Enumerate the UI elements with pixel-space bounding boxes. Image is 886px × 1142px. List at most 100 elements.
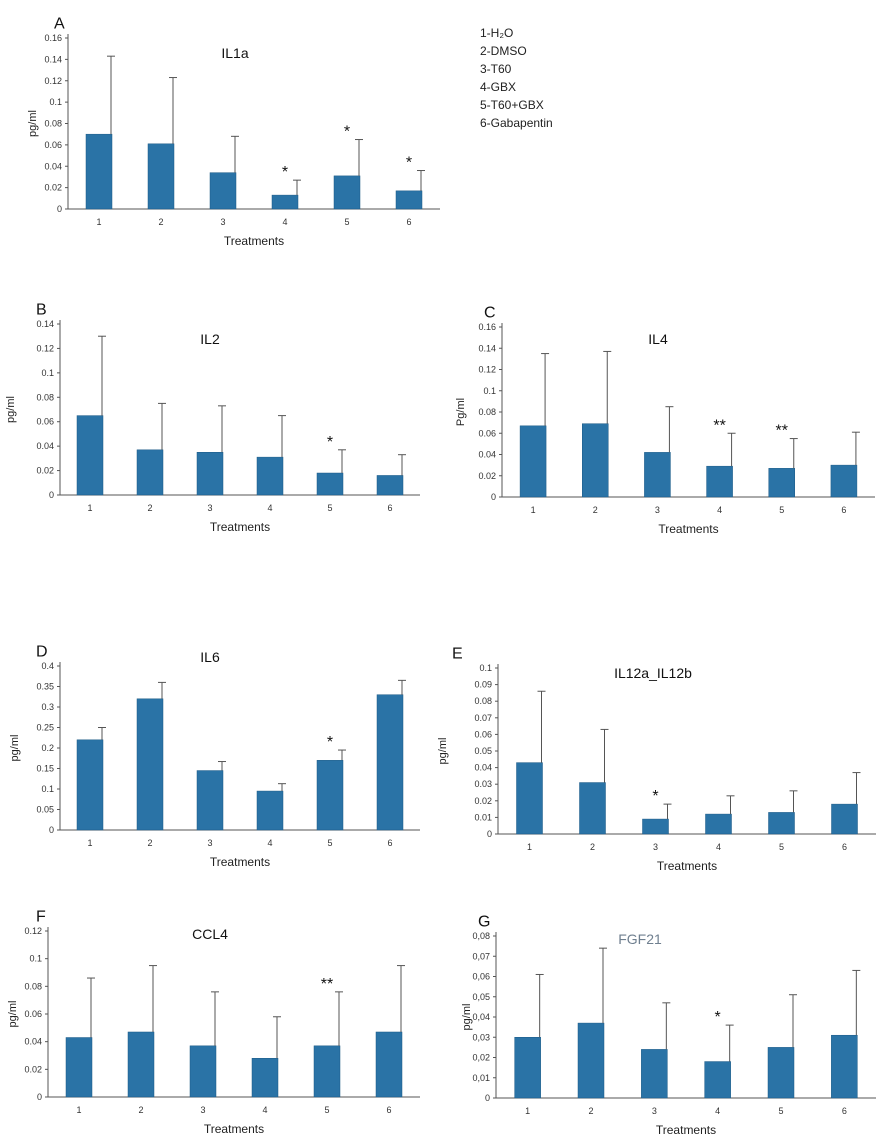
y-tick-label: 0.06 <box>44 140 62 150</box>
y-axis-label: pg/ml <box>461 1004 473 1031</box>
y-axis-label: pg/ml <box>7 1001 19 1028</box>
bar <box>271 194 299 210</box>
y-tick-label: 0.12 <box>478 365 496 375</box>
y-tick-label: 0 <box>485 1093 490 1103</box>
x-tick-label: 2 <box>588 1106 593 1116</box>
y-tick-label: 0,03 <box>472 1032 490 1042</box>
x-tick-label: 6 <box>842 842 847 852</box>
bar <box>831 803 858 835</box>
y-tick-label: 0.02 <box>474 796 492 806</box>
y-tick-label: 0.25 <box>36 723 54 733</box>
y-tick-label: 0,05 <box>472 992 490 1002</box>
x-axis-label: Treatments <box>210 520 270 534</box>
significance-marker: * <box>282 164 288 181</box>
bar <box>830 464 858 498</box>
x-axis-label: Treatments <box>658 522 718 536</box>
treatment-legend: 1-H₂O 2-DMSO 3-T60 4-GBX 5-T60+GBX 6-Gab… <box>480 24 553 132</box>
bar <box>582 423 609 498</box>
chart-title: IL4 <box>648 331 668 347</box>
x-tick-label: 5 <box>327 838 332 848</box>
legend-item: 6-Gabapentin <box>480 116 553 130</box>
y-tick-label: 0.15 <box>36 764 54 774</box>
x-tick-label: 6 <box>841 505 846 515</box>
y-tick-label: 0,07 <box>472 951 490 961</box>
significance-marker: * <box>327 734 333 751</box>
x-tick-label: 2 <box>590 842 595 852</box>
x-tick-label: 5 <box>779 842 784 852</box>
y-tick-label: 0.2 <box>41 743 54 753</box>
x-tick-label: 3 <box>207 838 212 848</box>
bar <box>189 1045 217 1098</box>
chart-title: IL12a_IL12b <box>614 665 692 681</box>
x-tick-label: 4 <box>262 1105 267 1115</box>
bar <box>136 698 164 831</box>
y-tick-label: 0.08 <box>44 119 62 129</box>
y-tick-label: 0,04 <box>472 1012 490 1022</box>
y-tick-label: 0.06 <box>36 417 54 427</box>
bar <box>251 1058 279 1098</box>
bar <box>516 762 543 835</box>
bar <box>376 475 404 496</box>
y-tick-label: 0.04 <box>36 441 54 451</box>
y-tick-label: 0.08 <box>474 696 492 706</box>
x-tick-label: 4 <box>715 1106 720 1116</box>
y-tick-label: 0.06 <box>24 1009 42 1019</box>
y-tick-label: 0.1 <box>41 784 54 794</box>
x-tick-label: 6 <box>386 1105 391 1115</box>
y-tick-label: 0 <box>49 490 54 500</box>
bar <box>85 133 113 210</box>
bar <box>768 468 795 498</box>
x-tick-label: 2 <box>147 838 152 848</box>
y-tick-label: 0.16 <box>44 33 62 43</box>
y-tick-label: 0.08 <box>36 392 54 402</box>
bar <box>136 449 164 496</box>
chart-title: IL2 <box>200 331 220 347</box>
y-tick-label: 0.12 <box>24 926 42 936</box>
y-tick-label: 0.1 <box>49 97 62 107</box>
x-tick-label: 6 <box>387 503 392 513</box>
y-tick-label: 0.14 <box>36 319 54 329</box>
chart-title: IL1a <box>221 45 248 61</box>
y-axis-label: pg/ml <box>437 738 449 765</box>
bar <box>579 782 606 835</box>
bar <box>767 1047 795 1099</box>
x-axis-label: Treatments <box>210 855 270 869</box>
x-tick-label: 1 <box>76 1105 81 1115</box>
bar <box>514 1037 541 1099</box>
significance-marker: * <box>652 788 658 805</box>
chart-title: CCL4 <box>192 926 228 942</box>
y-tick-label: 0,06 <box>472 972 490 982</box>
y-tick-label: 0.1 <box>41 368 54 378</box>
x-axis-label: Treatments <box>224 234 284 248</box>
x-tick-label: 2 <box>158 217 163 227</box>
x-tick-label: 5 <box>324 1105 329 1115</box>
x-tick-label: 3 <box>652 1106 657 1116</box>
y-tick-label: 0.02 <box>478 471 496 481</box>
y-tick-label: 0 <box>49 825 54 835</box>
y-tick-label: 0.1 <box>483 386 496 396</box>
bar <box>196 770 224 831</box>
bar <box>196 452 224 496</box>
bar <box>376 694 404 831</box>
y-tick-label: 0 <box>37 1092 42 1102</box>
legend-item: 2-DMSO <box>480 44 527 58</box>
y-tick-label: 0 <box>487 829 492 839</box>
x-tick-label: 5 <box>779 505 784 515</box>
legend-item: 4-GBX <box>480 80 517 94</box>
y-tick-label: 0.03 <box>474 779 492 789</box>
bar <box>65 1037 93 1098</box>
x-tick-label: 4 <box>282 217 287 227</box>
bar <box>256 790 284 831</box>
bar <box>519 425 547 498</box>
x-tick-label: 1 <box>531 505 536 515</box>
y-tick-label: 0.01 <box>474 812 492 822</box>
y-tick-label: 0.05 <box>474 746 492 756</box>
bar <box>831 1034 858 1099</box>
y-axis-label: pg/ml <box>9 735 21 762</box>
bar <box>375 1031 403 1098</box>
y-tick-label: 0.16 <box>478 322 496 332</box>
x-tick-label: 1 <box>527 842 532 852</box>
panel-letter: E <box>452 645 463 662</box>
y-tick-label: 0,02 <box>472 1053 490 1063</box>
y-tick-label: 0.08 <box>478 407 496 417</box>
